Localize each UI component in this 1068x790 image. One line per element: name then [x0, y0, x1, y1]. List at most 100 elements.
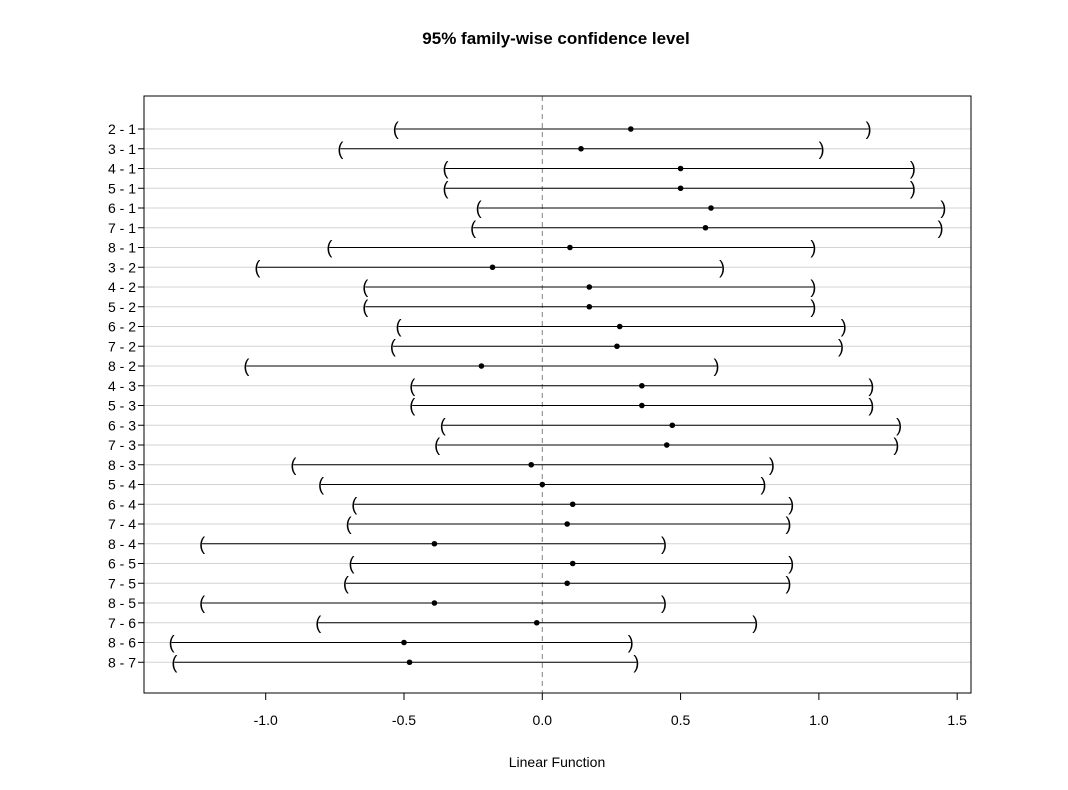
interval-upper-bound: ): [841, 317, 847, 337]
interval-lower-bound: (: [442, 159, 448, 179]
y-tick-label: 4 - 3: [108, 378, 136, 394]
interval-lower-bound: (: [351, 494, 357, 514]
interval: (): [169, 633, 634, 653]
y-tick-label: 4 - 2: [108, 279, 136, 295]
x-tick-label: -0.5: [392, 712, 416, 728]
x-tick-label: 1.5: [947, 712, 967, 728]
estimate-point: [708, 205, 714, 211]
chart-title: 95% family-wise confidence level: [422, 29, 689, 48]
y-tick-label: 6 - 2: [108, 319, 136, 335]
y-tick-label: 3 - 1: [108, 141, 136, 157]
estimate-point: [669, 422, 676, 429]
interval: (): [395, 317, 846, 337]
interval: (): [409, 376, 874, 396]
y-tick-label: 7 - 1: [108, 220, 136, 236]
y-tick-label: 6 - 3: [108, 417, 136, 433]
interval-lower-bound: (: [315, 613, 321, 633]
interval: (): [470, 218, 943, 238]
y-tick-label: 8 - 6: [108, 635, 136, 651]
estimate-point: [489, 264, 496, 271]
y-tick-label: 5 - 4: [108, 477, 136, 493]
estimate-point: [586, 303, 593, 310]
interval-lower-bound: (: [199, 593, 205, 613]
interval-upper-bound: ): [893, 435, 899, 455]
interval-lower-bound: (: [409, 376, 415, 396]
interval-upper-bound: ): [810, 277, 816, 297]
estimate-point: [586, 284, 593, 290]
interval: (): [393, 119, 872, 139]
interval-lower-bound: (: [362, 297, 368, 317]
interval-upper-bound: ): [752, 613, 758, 633]
estimate-point: [431, 600, 438, 606]
interval: (): [442, 178, 915, 198]
interval-upper-bound: ): [910, 159, 916, 179]
interval-upper-bound: ): [810, 238, 816, 258]
estimate-point: [639, 382, 645, 389]
interval-upper-bound: ): [769, 455, 775, 475]
interval: (): [442, 159, 915, 179]
y-tick-label: 5 - 3: [108, 398, 136, 414]
y-tick-label: 7 - 4: [108, 516, 136, 532]
y-tick-label: 3 - 2: [108, 259, 136, 275]
interval: (): [326, 238, 816, 258]
y-tick-label: 6 - 1: [108, 200, 136, 216]
interval: (): [346, 514, 792, 534]
interval: (): [343, 573, 792, 593]
interval-upper-bound: ): [661, 534, 667, 554]
estimate-point: [564, 580, 570, 587]
estimate-point: [578, 145, 584, 152]
interval-upper-bound: ): [938, 218, 944, 238]
estimate-point: [567, 244, 573, 251]
interval-lower-bound: (: [409, 396, 415, 416]
y-tick-label: 8 - 3: [108, 457, 136, 473]
x-tick-label: 0.0: [533, 712, 553, 728]
estimate-point: [677, 165, 684, 172]
interval-lower-bound: (: [434, 435, 440, 455]
interval-upper-bound: ): [785, 514, 791, 534]
interval: (): [315, 613, 758, 633]
y-tick-label: 7 - 3: [108, 437, 136, 453]
y-tick-label: 2 - 1: [108, 121, 136, 137]
y-tick-label: 8 - 1: [108, 240, 136, 256]
estimate-point: [406, 659, 413, 666]
x-axis-label: Linear Function: [509, 754, 606, 770]
interval-lower-bound: (: [470, 218, 476, 238]
interval: (): [199, 593, 667, 613]
interval-lower-bound: (: [318, 475, 324, 495]
interval: (): [254, 257, 725, 277]
interval-lower-bound: (: [346, 514, 352, 534]
interval-lower-bound: (: [348, 554, 354, 574]
interval-lower-bound: (: [442, 178, 448, 198]
interval-lower-bound: (: [254, 257, 260, 277]
interval-lower-bound: (: [440, 415, 446, 435]
y-tick-label: 5 - 2: [108, 299, 136, 315]
interval: (): [362, 297, 816, 317]
y-tick-label: 7 - 6: [108, 615, 136, 631]
interval-upper-bound: ): [940, 198, 946, 218]
estimate-point: [616, 323, 623, 330]
grid-lines: [144, 128, 971, 663]
interval: (): [243, 356, 719, 376]
x-tick-label: 1.0: [809, 712, 829, 728]
interval-lower-bound: (: [337, 139, 343, 159]
interval-upper-bound: ): [810, 297, 816, 317]
interval-lower-bound: (: [326, 238, 332, 258]
y-tick-labels: 2 - 1 3 - 1 4 - 1 5 - 1 6 - 1 7 - 1 8 - 1 3 - 2…: [108, 121, 144, 670]
interval-lower-bound: (: [343, 573, 349, 593]
estimate-point: [639, 402, 645, 409]
estimate-point: [401, 639, 407, 646]
estimate-point: [431, 540, 438, 547]
interval-lower-bound: (: [290, 455, 296, 475]
estimate-point: [627, 126, 634, 132]
interval: (): [440, 415, 902, 435]
estimate-point: [663, 442, 670, 448]
interval-upper-bound: ): [788, 494, 794, 514]
estimate-point: [539, 481, 546, 488]
interval-upper-bound: ): [661, 593, 667, 613]
y-tick-label: 8 - 5: [108, 595, 136, 611]
y-tick-label: 7 - 5: [108, 575, 136, 591]
estimate-point: [564, 521, 570, 527]
interval-lower-bound: (: [169, 633, 175, 653]
interval: (): [318, 475, 767, 495]
interval-upper-bound: ): [633, 652, 639, 672]
